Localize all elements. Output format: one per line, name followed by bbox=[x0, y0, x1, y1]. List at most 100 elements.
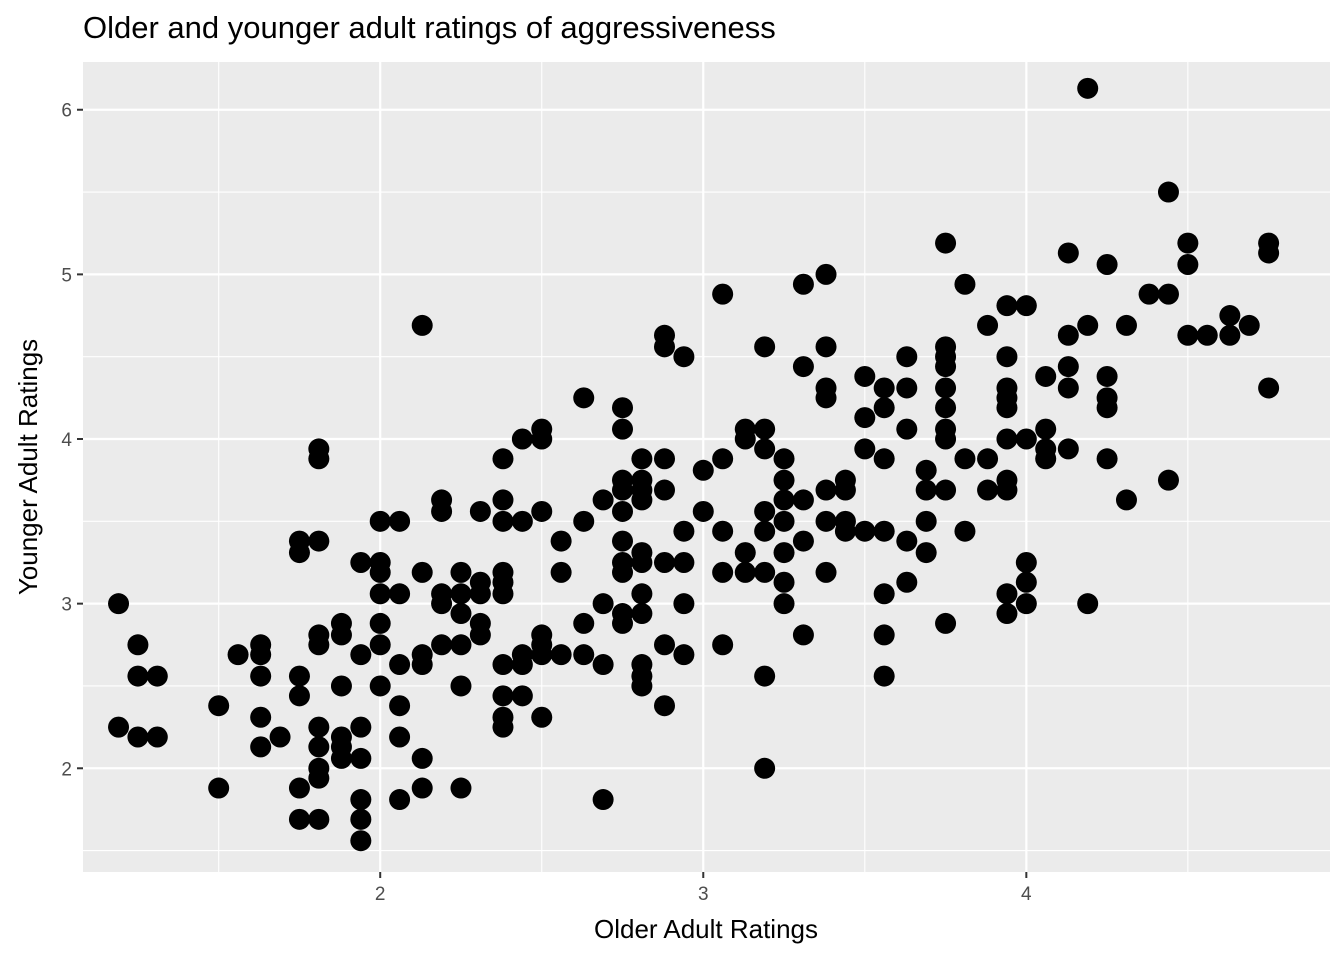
data-point-17 bbox=[288, 542, 310, 564]
data-point-120 bbox=[612, 561, 634, 583]
data-point-136 bbox=[654, 448, 676, 470]
data-point-205 bbox=[915, 479, 937, 501]
data-point-242 bbox=[1035, 448, 1057, 470]
data-point-270 bbox=[1258, 242, 1280, 264]
data-point-259 bbox=[1157, 181, 1179, 203]
data-point-235 bbox=[1015, 428, 1037, 450]
data-point-126 bbox=[631, 489, 653, 511]
data-point-128 bbox=[631, 551, 653, 573]
data-point-73 bbox=[450, 675, 472, 697]
data-point-70 bbox=[450, 583, 472, 605]
x-tick-label-2: 4 bbox=[1021, 884, 1032, 905]
data-point-203 bbox=[896, 571, 918, 593]
data-point-189 bbox=[854, 407, 876, 429]
data-point-15 bbox=[269, 726, 291, 748]
data-point-62 bbox=[411, 747, 433, 769]
data-point-146 bbox=[692, 459, 714, 481]
data-point-91 bbox=[511, 510, 533, 532]
data-point-65 bbox=[431, 500, 453, 522]
data-point-243 bbox=[1057, 242, 1079, 264]
data-point-12 bbox=[250, 665, 272, 687]
data-point-138 bbox=[654, 551, 676, 573]
data-point-90 bbox=[511, 428, 533, 450]
data-point-170 bbox=[773, 571, 795, 593]
data-point-202 bbox=[896, 530, 918, 552]
data-point-28 bbox=[308, 736, 330, 758]
data-point-207 bbox=[915, 542, 937, 564]
data-point-245 bbox=[1057, 356, 1079, 378]
data-point-111 bbox=[592, 654, 614, 676]
data-point-20 bbox=[288, 777, 310, 799]
data-point-129 bbox=[631, 583, 653, 605]
y-tick-label-4: 6 bbox=[61, 101, 72, 122]
data-point-103 bbox=[550, 561, 572, 583]
data-point-116 bbox=[612, 479, 634, 501]
data-point-3 bbox=[127, 665, 149, 687]
data-point-182 bbox=[815, 510, 837, 532]
data-point-232 bbox=[996, 583, 1018, 605]
data-point-166 bbox=[773, 469, 795, 491]
y-tick-label-2: 4 bbox=[61, 430, 72, 451]
data-point-168 bbox=[773, 510, 795, 532]
data-point-101 bbox=[531, 706, 553, 728]
data-point-256 bbox=[1115, 314, 1137, 336]
data-point-169 bbox=[773, 542, 795, 564]
data-point-139 bbox=[654, 634, 676, 656]
data-point-34 bbox=[330, 675, 352, 697]
data-point-106 bbox=[573, 510, 595, 532]
data-point-144 bbox=[673, 593, 695, 615]
x-tick-label-1: 3 bbox=[698, 884, 709, 905]
x-axis: 2 3 4 bbox=[375, 872, 1032, 905]
data-point-57 bbox=[389, 789, 411, 811]
data-point-38 bbox=[350, 551, 372, 573]
data-point-74 bbox=[450, 777, 472, 799]
data-point-218 bbox=[954, 273, 976, 295]
data-point-237 bbox=[1015, 571, 1037, 593]
data-point-100 bbox=[531, 644, 553, 666]
data-point-114 bbox=[612, 418, 634, 440]
data-point-67 bbox=[431, 593, 453, 615]
data-point-87 bbox=[492, 685, 514, 707]
data-point-8 bbox=[208, 777, 230, 799]
data-point-201 bbox=[896, 418, 918, 440]
data-point-11 bbox=[250, 644, 272, 666]
data-point-154 bbox=[734, 428, 756, 450]
data-point-246 bbox=[1057, 377, 1079, 399]
data-point-266 bbox=[1219, 305, 1241, 327]
data-point-171 bbox=[773, 593, 795, 615]
data-point-140 bbox=[654, 695, 676, 717]
minor-gridlines bbox=[83, 62, 1330, 872]
data-point-14 bbox=[250, 736, 272, 758]
data-point-150 bbox=[712, 520, 734, 542]
data-point-18 bbox=[288, 665, 310, 687]
data-point-109 bbox=[592, 489, 614, 511]
y-tick-label-1: 3 bbox=[61, 595, 72, 616]
data-point-112 bbox=[592, 789, 614, 811]
data-point-223 bbox=[977, 479, 999, 501]
data-point-23 bbox=[308, 448, 330, 470]
data-point-181 bbox=[815, 479, 837, 501]
data-point-152 bbox=[712, 634, 734, 656]
data-point-137 bbox=[654, 479, 676, 501]
data-point-258 bbox=[1138, 283, 1160, 305]
data-point-97 bbox=[531, 500, 553, 522]
data-point-233 bbox=[996, 603, 1018, 625]
data-point-195 bbox=[873, 520, 895, 542]
data-point-133 bbox=[631, 675, 653, 697]
data-point-177 bbox=[815, 263, 837, 285]
data-point-244 bbox=[1057, 324, 1079, 346]
data-point-75 bbox=[469, 500, 491, 522]
data-point-143 bbox=[673, 551, 695, 573]
data-point-194 bbox=[873, 448, 895, 470]
data-point-21 bbox=[288, 808, 310, 830]
data-point-199 bbox=[896, 346, 918, 368]
data-point-52 bbox=[389, 510, 411, 532]
data-point-162 bbox=[754, 561, 776, 583]
data-point-206 bbox=[915, 510, 937, 532]
data-point-63 bbox=[411, 777, 433, 799]
data-point-93 bbox=[511, 654, 533, 676]
data-point-51 bbox=[369, 675, 391, 697]
data-point-72 bbox=[450, 634, 472, 656]
data-point-82 bbox=[492, 510, 514, 532]
